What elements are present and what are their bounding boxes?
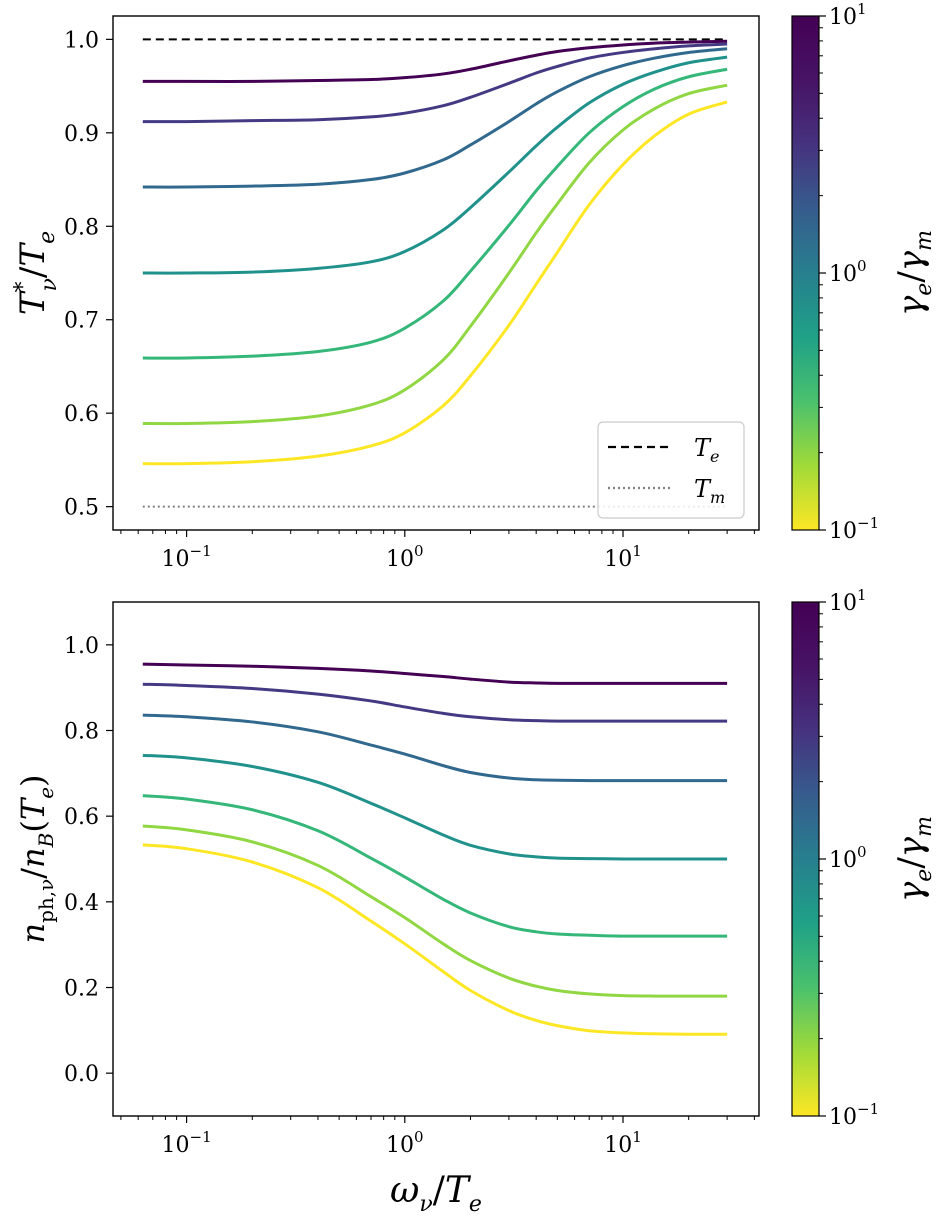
top-colorbar-gradient — [791, 15, 820, 531]
top-plot-frame — [112, 15, 760, 531]
bottom-colorbar-tick-label: 101 — [829, 586, 867, 616]
legend-te-label: Te — [694, 434, 719, 466]
bottom-y-tick-label: 1.0 — [64, 634, 99, 659]
bottom-series-line-5 — [142, 794, 728, 938]
bottom-y-tick-label: 0.8 — [64, 720, 99, 745]
top-series-line-4 — [142, 55, 728, 275]
bottom-series-line-4 — [142, 753, 728, 861]
bottom-y-tick-label: 0.4 — [64, 891, 99, 916]
bottom-x-tick-label: 101 — [604, 1128, 642, 1158]
top-y-tick-label: 0.9 — [64, 122, 99, 147]
top-y-tick-label: 1.0 — [64, 28, 99, 53]
bottom-plot-frame — [112, 601, 760, 1117]
bottom-series-line-3 — [142, 713, 728, 783]
bottom-y-tick-label: 0.2 — [64, 977, 99, 1002]
bottom-colorbar: 101 100 10−1 γe/γm — [791, 586, 937, 1130]
top-colorbar-tick-label: 100 — [829, 257, 867, 287]
top-colorbar-ticks: 101 100 10−1 — [819, 0, 879, 544]
top-series-line-3 — [142, 47, 728, 189]
bottom-colorbar-ticks: 101 100 10−1 — [819, 586, 879, 1130]
top-series-line-7 — [142, 100, 728, 466]
bottom-colorbar-tick-label: 10−1 — [829, 1100, 879, 1130]
bottom-panel: 0.0 0.2 0.4 0.6 0.8 1.0 10−1 100 101 nph,ν/nB(Te… — [14, 586, 937, 1217]
top-y-tick-label: 0.5 — [64, 496, 99, 521]
bottom-series-line-7 — [142, 843, 728, 1036]
bottom-colorbar-label: γe/γm — [891, 816, 937, 902]
top-series-line-6 — [142, 83, 728, 426]
bottom-y-tick-label: 0.0 — [64, 1062, 99, 1087]
bottom-colorbar-gradient — [791, 601, 820, 1117]
top-y-tick-label: 0.6 — [64, 402, 99, 427]
top-colorbar-tick-label: 10−1 — [829, 514, 879, 544]
top-x-tick-label: 101 — [604, 542, 642, 572]
bottom-data-marks — [142, 662, 728, 1036]
bottom-x-tick-label: 10−1 — [162, 1128, 212, 1158]
bottom-series-line-2 — [142, 682, 728, 723]
bottom-axis-ticks: 0.0 0.2 0.4 0.6 0.8 1.0 10−1 100 101 — [64, 634, 755, 1158]
top-series-line-2 — [142, 42, 728, 124]
bottom-y-tick-label: 0.6 — [64, 805, 99, 830]
top-y-tick-label: 0.7 — [64, 309, 99, 334]
bottom-colorbar-tick-label: 100 — [829, 843, 867, 873]
top-y-axis-label: T*ν/Te — [11, 231, 62, 315]
top-panel: 0.5 0.6 0.7 0.8 0.9 1.0 10−1 100 101 Te Tm T*ν/T… — [11, 0, 937, 572]
top-axis-ticks: 0.5 0.6 0.7 0.8 0.9 1.0 10−1 100 101 — [64, 28, 755, 572]
top-series-line-5 — [142, 67, 728, 360]
x-axis-label: ων/Te — [390, 1170, 482, 1217]
top-x-tick-label: 10−1 — [162, 542, 212, 572]
bottom-y-axis-label: nph,ν/nB(Te) — [14, 774, 58, 943]
top-y-tick-label: 0.8 — [64, 215, 99, 240]
bottom-series-line-1 — [142, 662, 728, 685]
top-legend: Te Tm — [597, 421, 745, 519]
bottom-x-tick-label: 100 — [386, 1128, 424, 1158]
top-colorbar: 101 100 10−1 γe/γm — [791, 0, 937, 544]
top-colorbar-tick-label: 101 — [829, 0, 867, 30]
legend-tm-label: Tm — [694, 475, 725, 507]
top-x-tick-label: 100 — [386, 542, 424, 572]
top-series-line-1 — [142, 39, 728, 83]
top-colorbar-label: γe/γm — [891, 230, 937, 316]
bottom-series-line-6 — [142, 824, 728, 998]
